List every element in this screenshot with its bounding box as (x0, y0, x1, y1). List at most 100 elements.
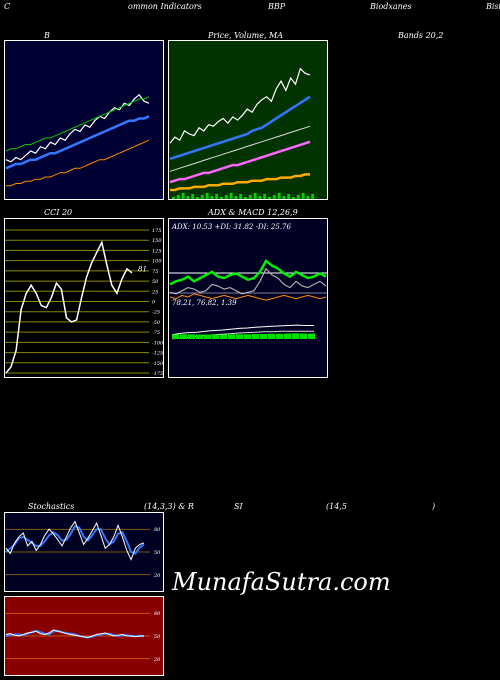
volume-bar (263, 194, 267, 199)
volume-bar (205, 193, 209, 199)
volume-bar (311, 194, 315, 199)
cci-tick-label: -125 (152, 351, 163, 357)
cci-tick-label: 75 (152, 269, 158, 275)
stochastics-tick-label: 50 (154, 550, 161, 556)
adx-minus-di-line (169, 267, 327, 295)
header-c: C (4, 2, 11, 11)
bands-right-title: Bands 20,2 (398, 31, 444, 40)
volume-bar (210, 196, 214, 199)
volume-bar (272, 195, 276, 199)
macd-histogram-bar (300, 333, 307, 339)
volume-bar (234, 196, 238, 199)
volume-bar (244, 197, 247, 199)
rsi-tick-label: 80 (154, 611, 161, 617)
cci-tick-label: -50 (152, 320, 161, 326)
price-line (169, 67, 311, 144)
price-ma-frame (168, 40, 328, 200)
macd-histogram-bar (244, 334, 251, 339)
adx-macd-panel: ADX: 10.53 +DI: 31.82 -DI: 25.76 78.21, 7… (168, 218, 328, 378)
macd-histogram-bar (228, 334, 235, 339)
rsi-tick-label: 50 (154, 634, 161, 640)
adx-line (169, 293, 327, 301)
macd-histogram-bar (260, 334, 267, 339)
volume-bar (282, 196, 286, 199)
ma-orange-line (170, 173, 310, 192)
bollinger-title: B (44, 31, 50, 40)
macd-histogram-bar (220, 334, 227, 339)
volume-bar (306, 196, 310, 199)
volume-bar (224, 195, 228, 199)
macd-histogram-bar (268, 333, 275, 339)
cci-value-label: 81 (138, 265, 147, 273)
stochastics-k-line (5, 520, 145, 561)
cci-tick-label: -150 (152, 361, 164, 367)
volume-bar (292, 197, 295, 199)
volume-bar (277, 193, 281, 199)
adx-plus-di-line (169, 259, 327, 286)
header-indicators: ommon Indicators (128, 2, 202, 11)
macd-histogram-bar (196, 334, 203, 339)
volume-bar (220, 197, 223, 199)
stochastics-tick-label: 80 (154, 527, 161, 533)
volume-bar (258, 196, 262, 199)
rsi-params: (14,5 (326, 502, 347, 511)
cci-panel: 175 150 125 100 75 50 25 0 -25 -50 -75 -100 -125 -150… (4, 218, 164, 378)
volume-bar (301, 193, 305, 199)
brand-watermark: MunafaSutra.com (172, 568, 391, 596)
cci-tick-label: 0 (152, 300, 156, 306)
volume-bar (200, 195, 204, 199)
volume-bar (248, 195, 252, 199)
macd-histogram-bar (204, 334, 211, 339)
volume-bar (196, 197, 199, 199)
price-ma-title: Price, Volume, MA (208, 31, 284, 40)
price-ma-panel (168, 40, 328, 200)
macd-histogram-bar (172, 334, 179, 339)
bollinger-upper-line (5, 96, 150, 152)
stoch-title: Stochastics (28, 502, 75, 511)
ma-pink-line (169, 140, 311, 184)
cci-tick-label: 25 (151, 289, 158, 295)
volume-bar (287, 194, 291, 199)
header-symbol: BBP (268, 2, 286, 11)
header-company: Biodxanes (370, 2, 412, 11)
macd-text: 78.21, 76.82, 1.39 (172, 299, 237, 307)
bollinger-mid-line (5, 115, 150, 170)
cci-tick-label: 175 (152, 228, 162, 234)
cci-tick-label: -25 (152, 310, 160, 316)
stochastics-panel: 80 50 20 (4, 512, 164, 592)
adx-text: ADX: 10.53 +DI: 31.82 -DI: 25.76 (171, 223, 292, 231)
volume-bar (239, 194, 243, 199)
bollinger-lower-line (6, 139, 150, 187)
header-cut: Bist (486, 2, 500, 11)
stochastics-tick-label: 20 (153, 573, 161, 579)
cci-title: CCI 20 (44, 208, 73, 217)
macd-histogram-bar (212, 334, 219, 339)
macd-histogram-bar (308, 333, 315, 339)
bollinger-price-line (5, 93, 150, 163)
macd-line (171, 324, 314, 336)
cci-line (5, 240, 133, 374)
volume-bar (253, 193, 257, 199)
macd-histogram-bar (284, 333, 291, 339)
cci-tick-label: -75 (152, 330, 160, 336)
bollinger-panel (4, 40, 164, 200)
volume-bar (186, 196, 190, 199)
volume-bar (191, 194, 195, 199)
volume-bar (215, 194, 219, 199)
macd-histogram-bar (252, 334, 259, 339)
macd-signal-line (171, 330, 314, 340)
cci-frame (4, 218, 164, 378)
rsi-tick-label: 20 (153, 657, 161, 663)
cci-tick-label: -175 (152, 371, 163, 377)
adx-macd-frame (168, 218, 328, 378)
bollinger-frame (4, 40, 164, 200)
macd-histogram-bar (180, 334, 187, 339)
ma-grey-line (169, 125, 311, 172)
rsi-title: SI (234, 502, 243, 511)
cci-tick-label: 150 (152, 238, 162, 244)
volume-bar (172, 197, 175, 199)
rsi-panel: 80 50 20 (4, 596, 164, 676)
ma-blue-line (169, 95, 311, 161)
stoch-params: (14,3,3) & R (144, 502, 194, 511)
volume-bar (176, 195, 180, 199)
